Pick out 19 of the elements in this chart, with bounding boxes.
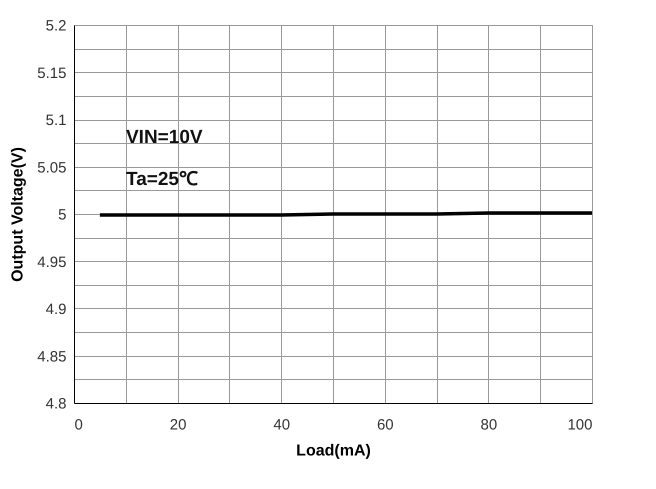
x-tick-label: 40 — [273, 416, 290, 434]
y-tick-label: 5.05 — [37, 159, 66, 176]
annotation: VIN=10V — [126, 127, 203, 148]
y-tick-label: 5.2 — [46, 18, 66, 34]
x-tick-label: 80 — [480, 416, 498, 434]
x-tick-label: 60 — [376, 416, 394, 434]
y-tick-label: 5.1 — [46, 112, 66, 129]
y-tick-label: 4.85 — [37, 348, 66, 366]
y-axis-title: Output Voltage(V) — [9, 147, 26, 282]
annotation: Ta=25℃ — [126, 169, 198, 190]
x-tick-label: 0 — [74, 416, 83, 434]
x-axis-title: Load(mA) — [296, 442, 371, 460]
x-tick-label: 100 — [567, 416, 592, 434]
y-tick-label: 4.95 — [37, 254, 66, 271]
x-tick-label: 20 — [170, 416, 186, 434]
y-tick-label: 4.8 — [46, 396, 66, 412]
y-tick-label: 4.9 — [46, 301, 66, 318]
y-tick-label: 5 — [58, 206, 66, 224]
y-tick-label: 5.15 — [37, 64, 66, 82]
